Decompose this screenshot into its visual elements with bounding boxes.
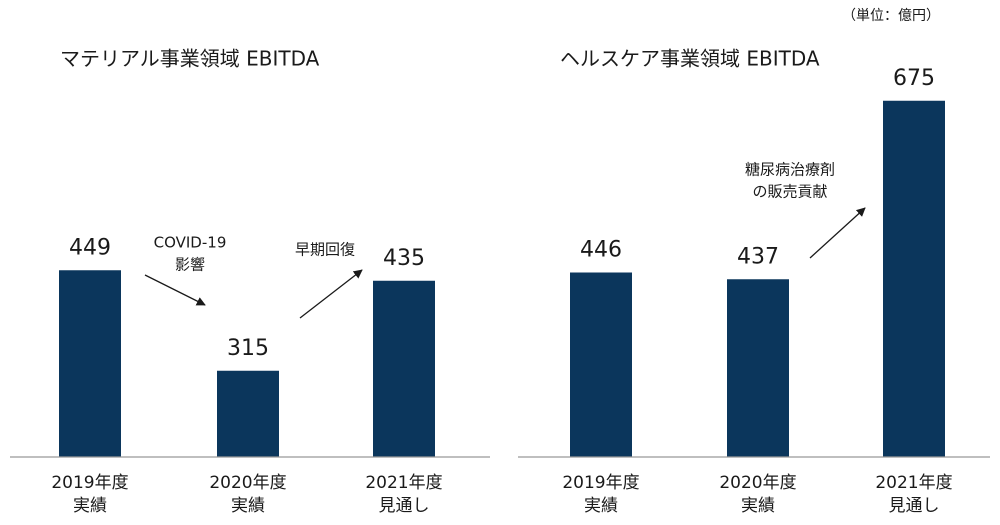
chart-title: マテリアル事業領域 EBITDA xyxy=(60,47,320,71)
x-tick-sublabel: 実績 xyxy=(73,496,107,516)
x-tick-sublabel: 実績 xyxy=(584,496,618,516)
bar xyxy=(59,270,121,457)
annotation: 早期回復 xyxy=(295,241,355,259)
bar xyxy=(217,370,279,457)
chart-title: ヘルスケア事業領域 EBITDA xyxy=(560,47,820,71)
annotation: COVID-19 xyxy=(154,234,227,252)
annotation: 糖尿病治療剤 xyxy=(745,161,835,179)
x-tick-label: 2021年度 xyxy=(365,473,442,493)
x-tick-label: 2019年度 xyxy=(562,473,639,493)
x-tick-sublabel: 見通し xyxy=(889,496,940,516)
bar xyxy=(570,272,632,457)
value-label: 449 xyxy=(69,235,111,260)
x-tick-sublabel: 見通し xyxy=(379,496,430,516)
x-tick-sublabel: 実績 xyxy=(741,496,775,516)
arrow xyxy=(299,269,363,319)
x-tick-sublabel: 実績 xyxy=(231,496,265,516)
value-label: 446 xyxy=(580,238,622,263)
x-tick-label: 2020年度 xyxy=(719,473,796,493)
annotation: 影響 xyxy=(175,256,205,274)
unit-note: （単位：億円） xyxy=(842,8,940,24)
value-label: 437 xyxy=(737,244,779,269)
value-label: 675 xyxy=(893,66,935,91)
bar xyxy=(883,100,945,457)
x-tick-label: 2019年度 xyxy=(51,473,128,493)
arrow xyxy=(144,274,206,306)
annotation: の販売貢献 xyxy=(752,183,827,201)
x-tick-label: 2021年度 xyxy=(875,473,952,493)
bar xyxy=(727,279,789,457)
value-label: 435 xyxy=(383,246,425,271)
value-label: 315 xyxy=(227,336,269,361)
x-tick-label: 2020年度 xyxy=(209,473,286,493)
arrow xyxy=(809,207,866,259)
bar xyxy=(373,280,435,457)
